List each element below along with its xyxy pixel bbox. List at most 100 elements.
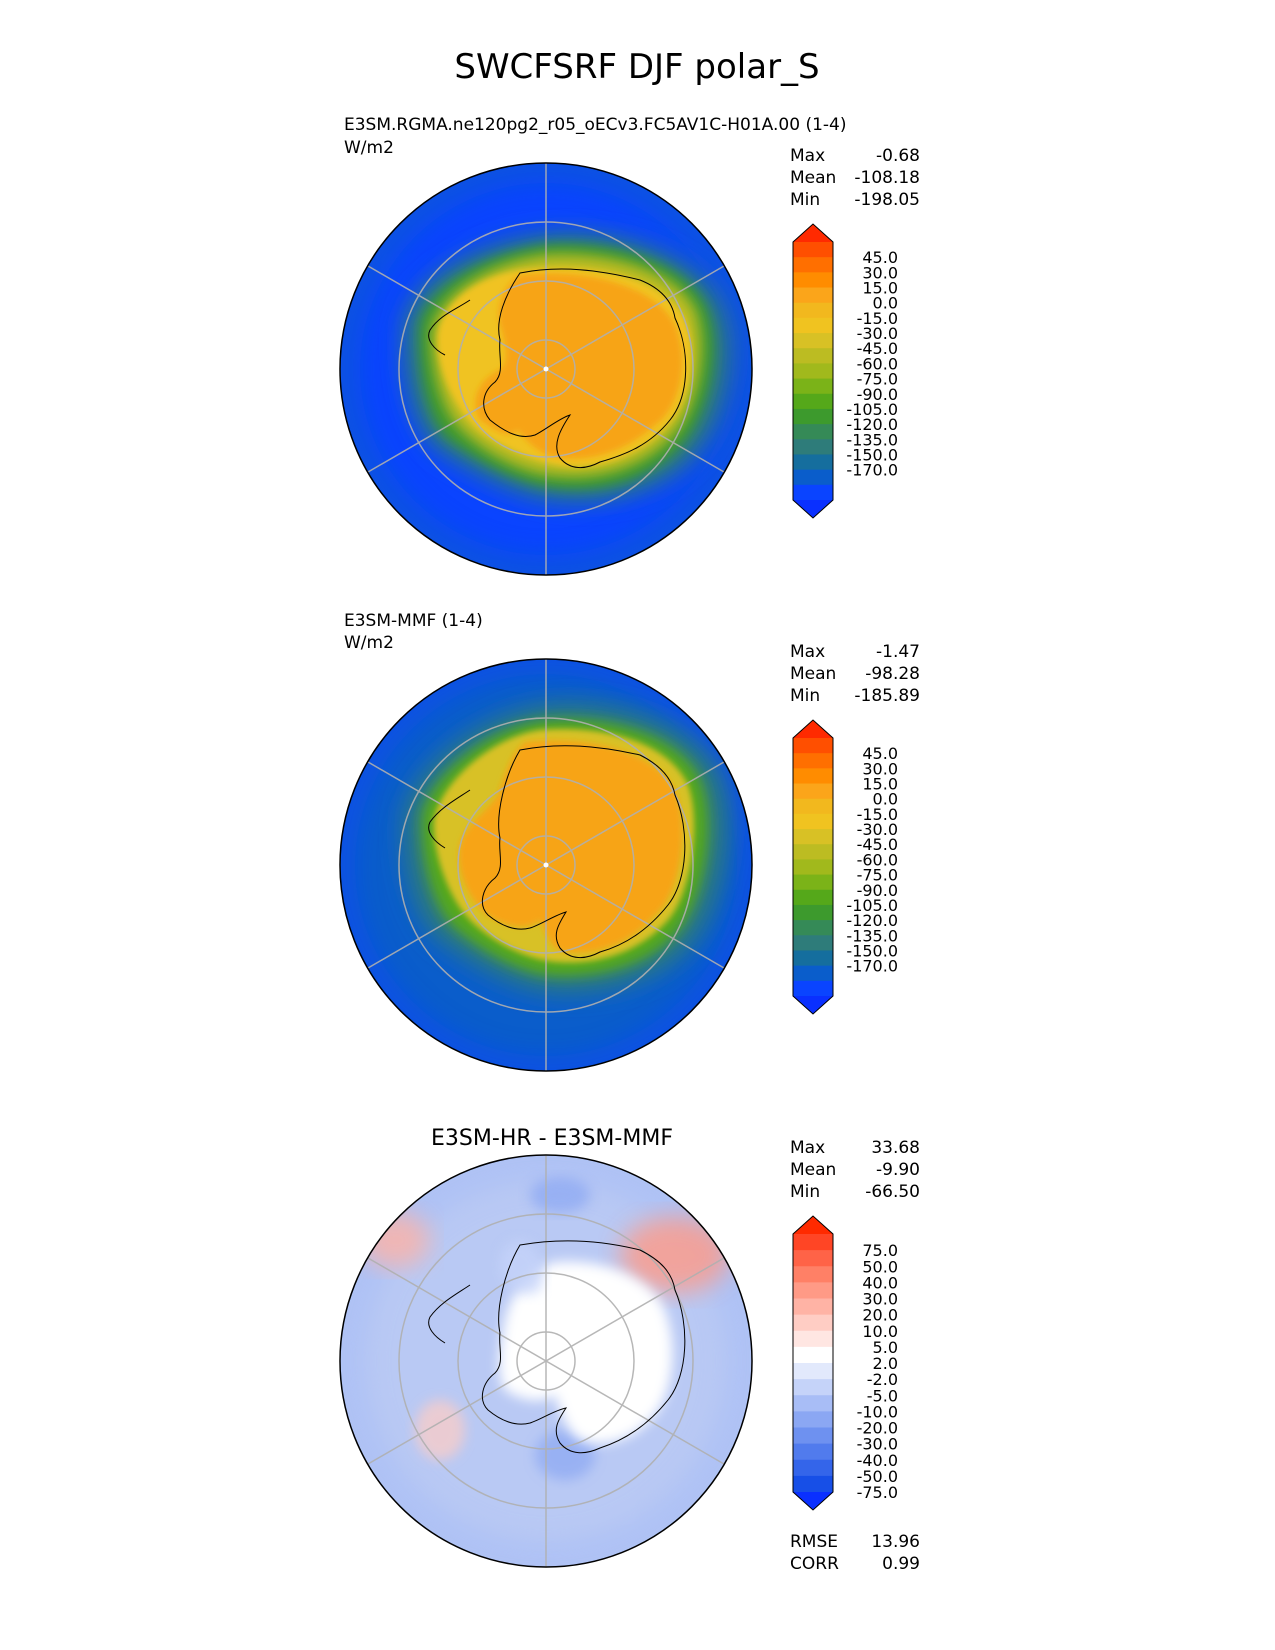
- colorbar-segment: [793, 1475, 833, 1493]
- colorbar-segment: [793, 242, 833, 258]
- colorbar-tick-label: -135.0: [846, 926, 898, 945]
- colorbar-extend-min: [793, 1492, 833, 1510]
- colorbar-segment: [793, 950, 833, 967]
- stat-max-label: Max: [790, 642, 825, 662]
- colorbar-tick-label: -45.0: [857, 835, 898, 854]
- colorbar-tick-label: -15.0: [857, 805, 898, 824]
- colorbar-tick-label: -75.0: [857, 370, 898, 389]
- colorbar-tick-label: -45.0: [857, 339, 898, 358]
- colorbar-tick-label: 15.0: [862, 279, 898, 298]
- colorbar-segment: [793, 904, 833, 921]
- colorbar-segment: [793, 1266, 833, 1283]
- colorbar-segment: [793, 378, 833, 395]
- colorbar-segment: [793, 889, 833, 906]
- stat-max-value: -1.47: [876, 642, 920, 662]
- colorbar-segment: [793, 393, 833, 410]
- colorbar-tick-label: -30.0: [857, 324, 898, 343]
- metric-rmse-value: 13.96: [871, 1532, 920, 1552]
- colorbar-segment: [793, 484, 833, 501]
- colorbar-tick-label: 75.0: [862, 1241, 898, 1260]
- panel-label: E3SM.RGMA.ne120pg2_r05_oECv3.FC5AV1C-H01…: [344, 115, 846, 135]
- panel-test: E3SM.RGMA.ne120pg2_r05_oECv3.FC5AV1C-H01…: [339, 115, 920, 576]
- colorbar-outline: [792, 719, 834, 1015]
- colorbar-tick-label: 50.0: [862, 1257, 898, 1276]
- colorbar-tick-label: -170.0: [846, 461, 898, 480]
- colorbar-segment: [793, 874, 833, 891]
- colorbar-tick-label: -105.0: [846, 896, 898, 915]
- colorbar-segment: [793, 1427, 833, 1445]
- colorbar-segment: [793, 439, 833, 456]
- panel-units: W/m2: [344, 138, 394, 158]
- colorbar-extend-max: [793, 1216, 833, 1234]
- colorbar-outline: [792, 223, 834, 519]
- colorbar-segment: [793, 1298, 833, 1316]
- colorbar-tick-label: -30.0: [857, 820, 898, 839]
- colorbar-segment: [793, 965, 833, 982]
- colorbar-segment: [793, 454, 833, 471]
- colorbar-segment: [793, 1250, 833, 1267]
- metric-corr-value: 0.99: [882, 1554, 920, 1574]
- metrics-box: RMSE 13.96 CORR 0.99: [790, 1532, 920, 1574]
- colorbar: 45.030.015.00.0-15.0-30.0-45.0-60.0-75.0…: [792, 719, 898, 1015]
- panel-difference: E3SM-HR - E3SM-MMF Max 33.68: [339, 1126, 920, 1574]
- colorbar-segment: [793, 317, 833, 334]
- colorbar-tick-label: -40.0: [857, 1451, 898, 1470]
- colorbar-segment: [793, 1346, 833, 1364]
- colorbar-tick-label: -60.0: [857, 354, 898, 373]
- panel-reference: E3SM-MMF (1-4) W/m2 Max -1.47 Mean: [339, 611, 920, 1072]
- stats-box: Max -0.68 Mean -108.18 Min -198.05: [790, 146, 920, 210]
- figure-title: SWCFSRF DJF polar_S: [454, 47, 819, 87]
- panel-title: E3SM-HR - E3SM-MMF: [431, 1126, 673, 1151]
- colorbar-segment: [793, 333, 833, 349]
- colorbar-extend-max: [793, 224, 833, 242]
- stat-mean-value: -98.28: [865, 664, 920, 684]
- stat-max-value: -0.68: [876, 146, 920, 166]
- colorbar-segment: [793, 272, 833, 289]
- colorbar-tick-label: 40.0: [862, 1273, 898, 1292]
- colorbar-segment: [793, 859, 833, 876]
- colorbar-tick-label: -150.0: [846, 446, 898, 465]
- stat-mean-value: -108.18: [854, 168, 920, 188]
- colorbar-tick-label: 30.0: [862, 263, 898, 282]
- colorbar-tick-label: -90.0: [857, 385, 898, 404]
- panel-units: W/m2: [344, 633, 394, 653]
- colorbar-tick-label: -75.0: [857, 866, 898, 885]
- colorbar-segment: [793, 1411, 833, 1429]
- colorbar-segment: [793, 798, 833, 815]
- colorbar-tick-label: 0.0: [873, 294, 898, 313]
- colorbar-tick-label: 15.0: [862, 775, 898, 794]
- colorbar-segment: [793, 753, 833, 769]
- map-field: [340, 1155, 752, 1567]
- stat-min-value: -66.50: [865, 1182, 920, 1202]
- colorbar-tick-label: 20.0: [862, 1306, 898, 1325]
- colorbar-segment: [793, 768, 833, 785]
- colorbar-tick-label: -120.0: [846, 415, 898, 434]
- colorbar-tick-label: -15.0: [857, 309, 898, 328]
- metric-corr-label: CORR: [790, 1554, 839, 1574]
- colorbar-tick-label: 45.0: [862, 248, 898, 267]
- colorbar: 45.030.015.00.0-15.0-30.0-45.0-60.0-75.0…: [792, 223, 898, 519]
- colorbar-segment: [793, 920, 833, 936]
- stat-min-label: Min: [790, 686, 820, 706]
- colorbar-tick-label: -120.0: [846, 911, 898, 930]
- colorbar-tick-label: -135.0: [846, 430, 898, 449]
- stat-mean-label: Mean: [790, 664, 836, 684]
- colorbar-segment: [793, 424, 833, 440]
- colorbar-tick-label: 5.0: [873, 1338, 898, 1357]
- colorbar-tick-label: -2.0: [867, 1370, 898, 1389]
- colorbar-tick-label: -75.0: [857, 1483, 898, 1502]
- colorbar-tick-label: -150.0: [846, 942, 898, 961]
- colorbar-tick-label: 0.0: [873, 790, 898, 809]
- colorbar-segment: [793, 363, 833, 380]
- colorbar-tick-label: 2.0: [873, 1354, 898, 1373]
- colorbar-tick-label: 30.0: [862, 759, 898, 778]
- colorbar-extend-min: [793, 996, 833, 1014]
- colorbar-segment: [793, 348, 833, 365]
- colorbar-tick-label: 30.0: [862, 1290, 898, 1309]
- stat-min-value: -185.89: [854, 686, 920, 706]
- stats-box: Max -1.47 Mean -98.28 Min -185.89: [790, 642, 920, 706]
- stat-max-label: Max: [790, 1138, 825, 1158]
- stats-box: Max 33.68 Mean -9.90 Min -66.50: [790, 1138, 920, 1202]
- colorbar-extend-max: [793, 720, 833, 738]
